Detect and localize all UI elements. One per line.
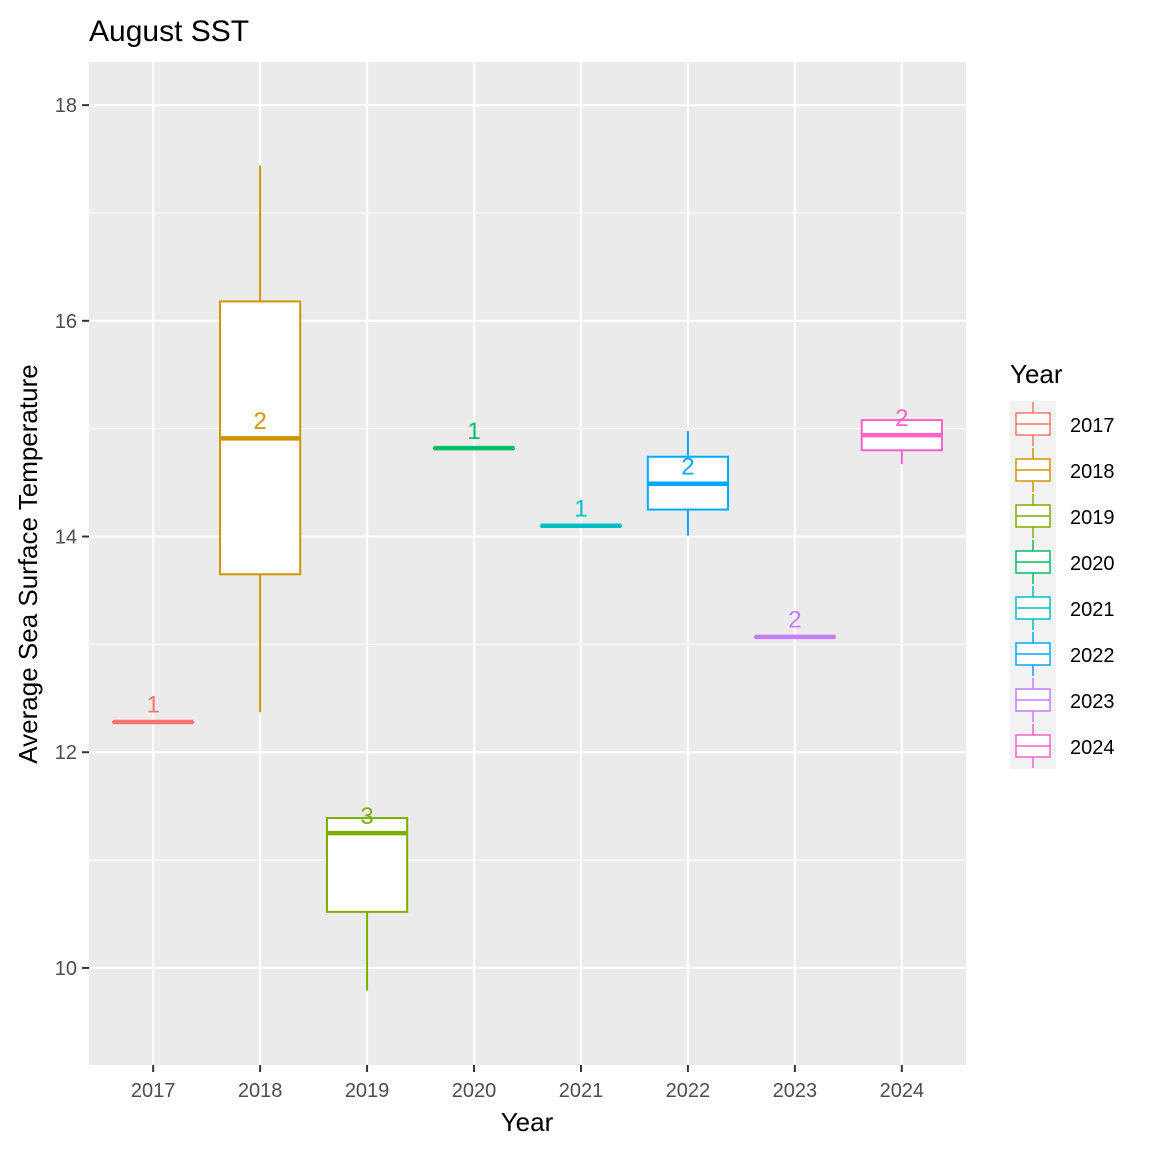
y-axis: 10 12 14 16 18 bbox=[55, 95, 89, 980]
y-tick-label: 12 bbox=[55, 742, 77, 764]
x-tick-label: 2024 bbox=[880, 1080, 925, 1102]
count-label-2020: 1 bbox=[467, 418, 480, 445]
legend-label: 2024 bbox=[1070, 737, 1115, 759]
legend-label: 2017 bbox=[1070, 415, 1115, 437]
count-label-2018: 2 bbox=[253, 408, 266, 435]
count-label-2024: 2 bbox=[895, 405, 908, 432]
legend-label: 2021 bbox=[1070, 599, 1115, 621]
box-2022 bbox=[646, 430, 730, 536]
box-2017 bbox=[112, 719, 195, 725]
legend-entry-2020: 2020 bbox=[1015, 540, 1115, 584]
legend: 2017 2018 2019 2020 2021 2022 2023 2024 bbox=[1010, 401, 1115, 769]
count-labels-layer: 1 2 3 1 1 2 2 2 bbox=[146, 405, 908, 830]
count-label-2022: 2 bbox=[681, 453, 694, 480]
y-axis-title: Average Sea Surface Temperature bbox=[13, 364, 43, 763]
y-tick-label: 14 bbox=[55, 527, 77, 549]
x-tick-label: 2018 bbox=[238, 1080, 283, 1102]
box-2023 bbox=[753, 634, 836, 640]
legend-label: 2018 bbox=[1070, 461, 1115, 483]
legend-title: Year bbox=[1010, 359, 1063, 389]
count-label-2019: 3 bbox=[360, 803, 373, 830]
legend-label: 2023 bbox=[1070, 691, 1115, 713]
y-tick-label: 10 bbox=[55, 958, 77, 980]
boxes-layer bbox=[112, 165, 943, 991]
legend-entry-2021: 2021 bbox=[1015, 586, 1115, 630]
chart-title: August SST bbox=[89, 15, 249, 48]
legend-entry-2019: 2019 bbox=[1015, 494, 1115, 538]
box-2024 bbox=[860, 419, 943, 465]
legend-entry-2023: 2023 bbox=[1015, 678, 1115, 722]
legend-label: 2020 bbox=[1070, 553, 1115, 575]
x-tick-label: 2019 bbox=[345, 1080, 390, 1102]
box-2018 bbox=[219, 165, 302, 713]
x-tick-label: 2023 bbox=[773, 1080, 818, 1102]
legend-entry-2022: 2022 bbox=[1015, 632, 1115, 676]
legend-label: 2022 bbox=[1070, 645, 1115, 667]
count-label-2017: 1 bbox=[146, 692, 159, 719]
legend-entry-2017: 2017 bbox=[1015, 402, 1115, 446]
legend-entry-2018: 2018 bbox=[1015, 448, 1115, 492]
y-tick-label: 18 bbox=[55, 95, 77, 117]
x-tick-label: 2017 bbox=[131, 1080, 176, 1102]
legend-label: 2019 bbox=[1070, 507, 1115, 529]
x-tick-label: 2022 bbox=[666, 1080, 711, 1102]
box-2021 bbox=[539, 523, 623, 529]
box-2019 bbox=[325, 817, 409, 991]
x-axis-title: Year bbox=[501, 1107, 554, 1137]
x-tick-label: 2021 bbox=[559, 1080, 604, 1102]
box-2020 bbox=[432, 445, 516, 451]
y-tick-label: 16 bbox=[55, 311, 77, 333]
x-axis: 2017 2018 2019 2020 2021 2022 2023 2024 bbox=[131, 1065, 924, 1102]
legend-entry-2024: 2024 bbox=[1015, 724, 1115, 768]
count-label-2023: 2 bbox=[788, 607, 801, 634]
x-tick-label: 2020 bbox=[452, 1080, 497, 1102]
count-label-2021: 1 bbox=[574, 495, 587, 522]
